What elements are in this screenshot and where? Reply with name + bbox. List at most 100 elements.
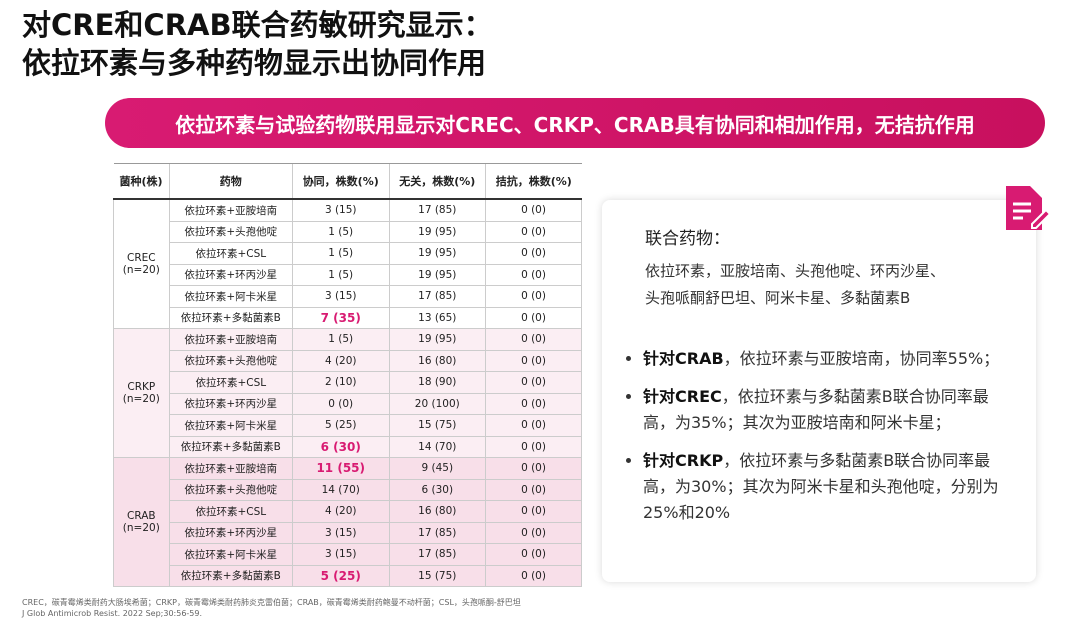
cell: 0 (0): [485, 500, 582, 523]
cell: 6 (30): [388, 478, 487, 501]
cell: 0 (0): [485, 457, 582, 480]
cell: 11 (55): [291, 457, 390, 480]
table-row: 依拉环素+头孢他啶 1 (5) 19 (95) 0 (0): [114, 220, 582, 243]
cell: 0 (0): [485, 371, 582, 394]
cell: 0 (0): [485, 543, 582, 566]
cell: 7 (35): [291, 306, 390, 329]
cell: 依拉环素+环丙沙星: [168, 521, 293, 544]
drug-line: 头孢哌酮舒巴坦、阿米卡星、多黏菌素B: [645, 289, 911, 307]
drug-line: 依拉环素，亚胺培南、头孢他啶、环丙沙星、: [645, 262, 946, 280]
cell: 15 (75): [388, 414, 487, 437]
cell: 18 (90): [388, 371, 487, 394]
cell: 16 (80): [388, 500, 487, 523]
cell: 依拉环素+亚胺培南: [168, 457, 293, 480]
table-row: 依拉环素+环丙沙星 1 (5) 19 (95) 0 (0): [114, 263, 582, 286]
title-line: 对CRE和CRAB联合药敏研究显示：: [22, 8, 493, 42]
cell: 14 (70): [291, 478, 390, 501]
table-row: 依拉环素+多黏菌素B 7 (35) 13 (65) 0 (0): [114, 306, 582, 329]
bullet-list: 针对CRAB，依拉环素与亚胺培南，协同率55%； 针对CREC，依拉环素与多黏菌素…: [622, 346, 1013, 538]
cell: 依拉环素+阿卡米星: [168, 285, 293, 308]
table-row: 依拉环素+阿卡米星 5 (25) 15 (75) 0 (0): [113, 414, 582, 437]
cell: 依拉环素+CSL: [168, 242, 293, 265]
cell: 依拉环素+多黏菌素B: [168, 435, 293, 458]
cell: 17 (85): [388, 198, 487, 222]
group-n: (n=20): [122, 264, 160, 276]
table-row: CRAB (n=20) 依拉环素+亚胺培南 11 (55) 9 (45) 0 (0): [113, 457, 582, 587]
cell: 0 (0): [485, 521, 582, 544]
cell: 依拉环素+阿卡米星: [168, 414, 293, 437]
cell: 17 (85): [388, 285, 487, 308]
group-cell: CREC (n=20): [113, 198, 170, 329]
column-header: 拮抗，株数(%): [485, 163, 582, 200]
footnote-line: J Glob Antimicrob Resist. 2022 Sep;30:56…: [22, 609, 203, 618]
cell: 1 (5): [291, 220, 390, 243]
table-row: 依拉环素+头孢他啶 14 (70) 6 (30) 0 (0): [113, 478, 582, 501]
cell: 依拉环素+头孢他啶: [168, 220, 293, 243]
cell: 依拉环素+多黏菌素B: [168, 564, 293, 587]
cell: 1 (5): [291, 328, 390, 351]
cell: 0 (0): [485, 198, 582, 222]
bullet-text: ，依拉环素与多黏菌素B联合协同率最高，为30%；其次为阿米卡星和头孢他啶，分别为…: [643, 451, 999, 522]
table-row: 依拉环素+环丙沙星 3 (15) 17 (85) 0 (0): [113, 521, 582, 544]
cell: 依拉环素+头孢他啶: [168, 478, 293, 501]
cell: 0 (0): [485, 478, 582, 501]
column-header: 药物: [168, 163, 293, 200]
cell: 依拉环素+环丙沙星: [168, 392, 293, 415]
cell: 19 (95): [388, 220, 487, 243]
table-row: 依拉环素+CSL 4 (20) 16 (80) 0 (0): [113, 500, 582, 523]
table-row: 依拉环素+多黏菌素B 5 (25) 15 (75) 0 (0): [113, 564, 582, 587]
bullet: 针对CRAB，依拉环素与亚胺培南，协同率55%；: [643, 346, 1013, 372]
cell: 19 (95): [388, 242, 487, 265]
cell: 3 (15): [291, 521, 390, 544]
cell: 16 (80): [388, 349, 487, 372]
cell: 0 (0): [485, 392, 582, 415]
cell: 0 (0): [485, 242, 582, 265]
cell: 1 (5): [291, 263, 390, 286]
cell: 0 (0): [485, 349, 582, 372]
bullet: 针对CRKP，依拉环素与多黏菌素B联合协同率最高，为30%；其次为阿米卡星和头孢…: [643, 448, 1013, 526]
cell: 3 (15): [291, 198, 390, 222]
table-row: 依拉环素+阿卡米星 3 (15) 17 (85) 0 (0): [113, 543, 582, 566]
cell: 5 (25): [291, 564, 390, 587]
footnote-line: CREC，碳青霉烯类耐药大肠埃希菌；CRKP，碳青霉烯类耐药肺炎克雷伯菌；CRA…: [22, 598, 521, 607]
cell: 依拉环素+阿卡米星: [168, 543, 293, 566]
summary-panel: 联合药物： 依拉环素，亚胺培南、头孢他啶、环丙沙星、 头孢哌酮舒巴坦、阿米卡星、…: [602, 186, 1052, 582]
cell: 5 (25): [291, 414, 390, 437]
cell: 依拉环素+头孢他啶: [168, 349, 293, 372]
results-table: 菌种(株) 药物 协同，株数(%) 无关，株数(%) 拮抗，株数(%) CREC (n=20…: [113, 163, 582, 587]
cell: 3 (15): [291, 285, 390, 308]
table-row: 依拉环素+环丙沙星 0 (0) 20 (100) 0 (0): [113, 392, 582, 415]
cell: 14 (70): [388, 435, 487, 458]
column-header: 协同，株数(%): [291, 163, 389, 200]
table-row: 依拉环素+多黏菌素B 6 (30) 14 (70) 0 (0): [113, 435, 582, 458]
cell: 依拉环素+CSL: [168, 371, 293, 394]
cell: 0 (0): [485, 220, 582, 243]
bullet-lead: 针对CRKP: [643, 451, 724, 470]
note-icon: [1006, 186, 1052, 230]
cell: 依拉环素+环丙沙星: [168, 263, 293, 286]
bullet-lead: 针对CRAB: [643, 349, 724, 368]
bullet: 针对CREC，依拉环素与多黏菌素B联合协同率最高，为35%；其次为亚胺培南和阿米…: [643, 384, 1013, 436]
cell: 15 (75): [388, 564, 487, 587]
group-n: (n=20): [122, 522, 160, 534]
header-row: 菌种(株) 药物 协同，株数(%) 无关，株数(%) 拮抗，株数(%): [113, 163, 582, 200]
table-row: 依拉环素+头孢他啶 4 (20) 16 (80) 0 (0): [113, 349, 582, 372]
table-row: CRKP (n=20) 依拉环素+亚胺培南 1 (5) 19 (95) 0 (0): [113, 328, 582, 458]
panel-heading: 联合药物：: [645, 229, 730, 249]
cell: 0 (0): [485, 263, 582, 286]
bullet-text: ，依拉环素与亚胺培南，协同率55%；: [723, 349, 1000, 368]
group-name: CRAB: [127, 510, 156, 522]
cell: 依拉环素+多黏菌素B: [168, 306, 293, 329]
column-header: 无关，株数(%): [388, 163, 486, 200]
group-cell: CRAB (n=20): [113, 457, 170, 587]
footnote: CREC，碳青霉烯类耐药大肠埃希菌；CRKP，碳青霉烯类耐药肺炎克雷伯菌；CRA…: [22, 597, 521, 619]
group-cell: CRKP (n=20): [113, 328, 170, 458]
cell: 1 (5): [291, 242, 390, 265]
column-header: 菌种(株): [113, 163, 170, 200]
table-row: CREC (n=20) 依拉环素+亚胺培南 3 (15) 17 (85) 0 (0): [113, 198, 582, 329]
cell: 0 (0): [291, 392, 390, 415]
cell: 20 (100): [388, 392, 487, 415]
cell: 17 (85): [388, 521, 487, 544]
cell: 9 (45): [388, 457, 487, 480]
